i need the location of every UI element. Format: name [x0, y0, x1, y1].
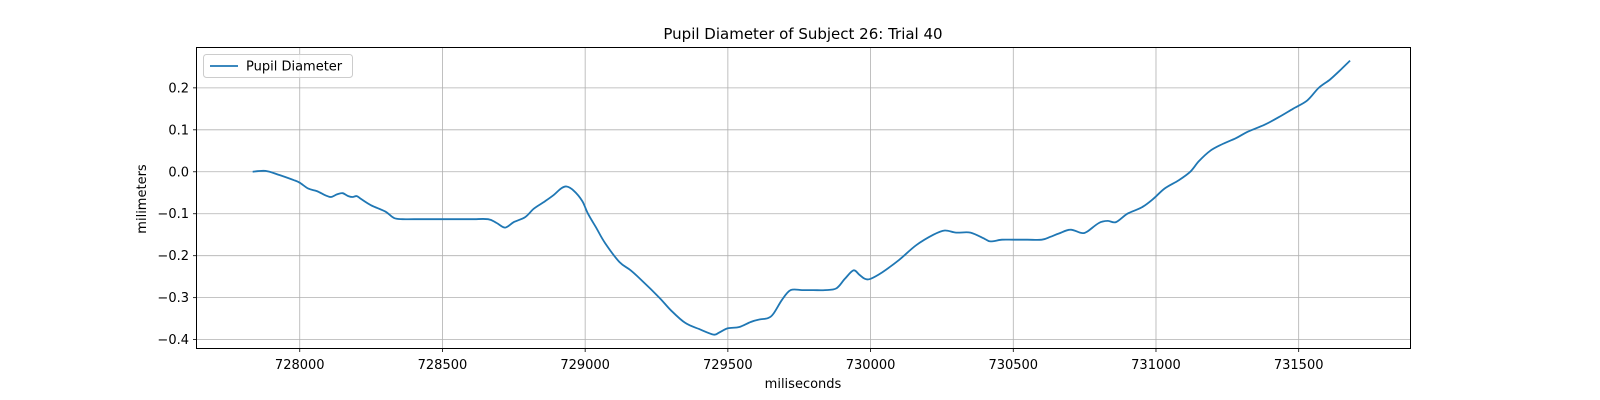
y-tick-label: 0.0 — [168, 165, 189, 180]
legend-box — [203, 54, 353, 78]
series-line-pupil-diameter — [252, 59, 1351, 336]
y-tick-label: −0.3 — [157, 291, 189, 306]
y-tick-label: 0.2 — [168, 81, 189, 96]
x-tick-label: 730500 — [988, 358, 1038, 373]
x-tick-label: 728000 — [275, 358, 325, 373]
grid-lines — [197, 48, 1410, 348]
x-axis-ticks: 728000 728500 729000 729500 730000 730500 7310… — [275, 348, 1324, 373]
legend-label: Pupil Diameter — [246, 60, 343, 75]
y-tick-label: 0.1 — [168, 123, 189, 138]
legend: Pupil Diameter — [203, 54, 353, 78]
chart-title: Pupil Diameter of Subject 26: Trial 40 — [663, 25, 942, 43]
x-tick-label: 730000 — [846, 358, 896, 373]
y-axis-ticks: −0.4 −0.3 −0.2 −0.1 0.0 0.1 0.2 — [157, 81, 197, 348]
y-axis-label: milimeters — [135, 164, 150, 234]
x-tick-label: 729000 — [560, 358, 610, 373]
y-tick-label: −0.1 — [157, 207, 189, 222]
x-tick-label: 729500 — [703, 358, 753, 373]
x-tick-label: 731000 — [1131, 358, 1181, 373]
x-axis-label: miliseconds — [765, 377, 842, 392]
plot-frame — [196, 47, 1411, 349]
x-tick-label: 728500 — [418, 358, 468, 373]
x-tick-label: 731500 — [1274, 358, 1324, 373]
y-tick-label: −0.2 — [157, 249, 189, 264]
y-tick-label: −0.4 — [157, 333, 189, 348]
